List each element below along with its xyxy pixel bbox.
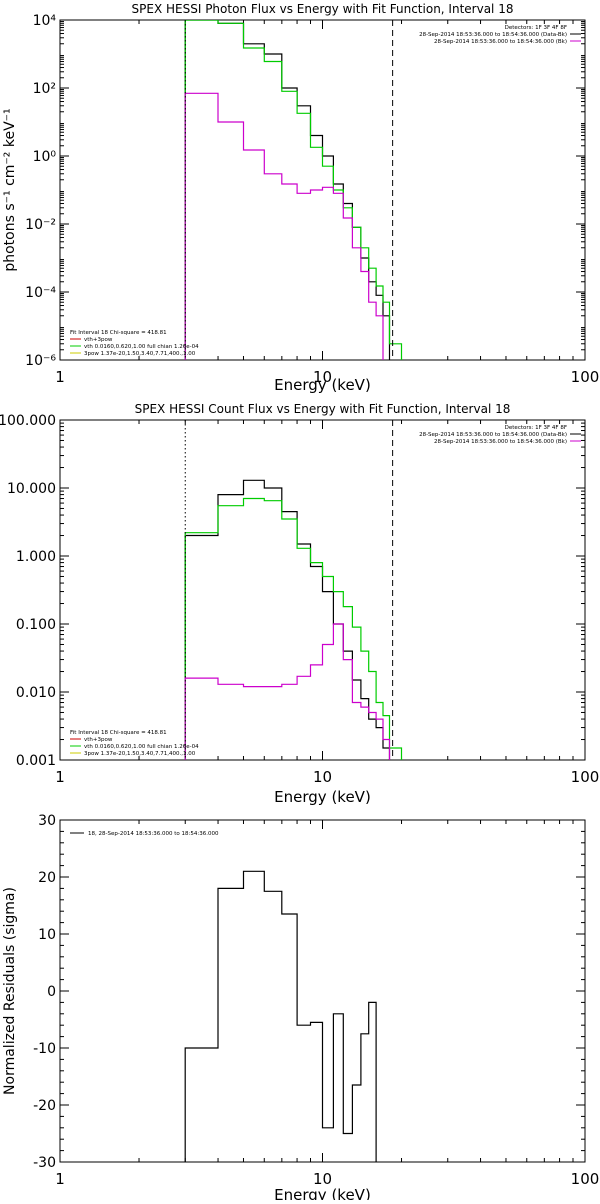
y-tick-label: 10.000	[7, 481, 56, 497]
y-tick-label: 100.000	[0, 413, 56, 429]
x-tick-label: 10	[313, 368, 332, 386]
y-tick-label: 10⁰	[33, 149, 57, 165]
y-tick-label: -30	[33, 1155, 56, 1171]
legend-entry: Fit Interval 18 Chi-square = 418.81	[70, 330, 167, 336]
x-tick-label: 1	[55, 768, 65, 786]
y-axis-label: photons s⁻¹ cm⁻² keV⁻¹	[2, 108, 18, 271]
legend-entry: vth 0.0160,0.620,1.00 full chian 1.26e-0…	[84, 344, 199, 350]
legend-entry: vth 0.0160,0.620,1.00 full chian 1.26e-0…	[84, 744, 199, 750]
legend-entry: 28-Sep-2014 18:53:36.000 to 18:54:36.000…	[434, 439, 567, 445]
series-0-line	[184, 20, 391, 360]
y-tick-label: 0.001	[16, 753, 56, 769]
series-group	[184, 20, 403, 360]
y-tick-label: -20	[33, 1098, 56, 1114]
x-tick-label: 1	[55, 368, 65, 386]
legend-entry: Detectors: 1F 3F 4F 8F	[505, 425, 567, 431]
y-tick-label: 10⁻²	[25, 217, 56, 233]
legend-entry: Detectors: 1F 3F 4F 8F	[505, 25, 567, 31]
series-group	[184, 479, 403, 760]
legend-entry: 18, 28-Sep-2014 18:53:36.000 to 18:54:36…	[88, 831, 219, 837]
series-1-line	[184, 20, 403, 360]
chart-title: SPEX HESSI Count Flux vs Energy with Fit…	[135, 402, 511, 416]
chart-title: SPEX HESSI Photon Flux vs Energy with Fi…	[132, 2, 514, 16]
y-tick-label: 10⁻⁶	[25, 353, 56, 369]
legend-entry: 3pow 1.37e-20,1.50,3.40,7.71,400.,1.00	[84, 751, 196, 757]
y-tick-label: 0.010	[16, 685, 56, 701]
legend-entry: 28-Sep-2014 18:53:36.000 to 18:54:36.000…	[434, 39, 567, 45]
y-tick-label: 0	[47, 984, 56, 1000]
x-tick-label: 10	[313, 1170, 332, 1188]
legend-entry: 3pow 1.37e-20,1.50,3.40,7.71,400.,1.00	[84, 351, 196, 357]
x-tick-label: 100	[571, 768, 600, 786]
series-2-line	[184, 623, 391, 760]
series-1-line	[184, 497, 403, 760]
legend-entry: Fit Interval 18 Chi-square = 418.81	[70, 730, 167, 736]
legend-entry: vth+3pow	[84, 737, 113, 743]
y-tick-label: 10²	[33, 81, 56, 97]
legend-entry: 28-Sep-2014 18:53:36.000 to 18:54:36.000…	[419, 32, 567, 38]
series-0-line	[184, 479, 391, 760]
x-tick-label: 100	[571, 368, 600, 386]
photon-flux-panel: SPEX HESSI Photon Flux vs Energy with Fi…	[2, 2, 599, 394]
series-0-line	[184, 870, 377, 1162]
residuals-panel: Energy (keV) Normalized Residuals (sigma)…	[2, 813, 600, 1204]
x-tick-label: 100	[571, 1170, 600, 1188]
x-axis-label: Energy (keV)	[274, 376, 371, 394]
legend-entry: 28-Sep-2014 18:53:36.000 to 18:54:36.000…	[419, 432, 567, 438]
x-axis-label: Energy (keV)	[274, 788, 371, 806]
y-tick-label: 10⁻⁴	[25, 285, 56, 301]
y-tick-label: 10	[38, 927, 56, 943]
y-tick-label: 10⁴	[33, 13, 57, 29]
count-flux-panel: SPEX HESSI Count Flux vs Energy with Fit…	[0, 402, 599, 806]
x-tick-label: 10	[313, 768, 332, 786]
y-axis-label: Normalized Residuals (sigma)	[2, 887, 18, 1095]
y-tick-label: 1.000	[16, 549, 56, 565]
y-tick-label: -10	[33, 1041, 56, 1057]
x-tick-label: 1	[55, 1170, 65, 1188]
x-axis-label: Energy (keV)	[274, 1186, 371, 1200]
series-2-line	[184, 92, 384, 360]
y-tick-label: 30	[38, 813, 56, 829]
legend-entry: vth+3pow	[84, 337, 113, 343]
y-tick-label: 20	[38, 870, 56, 886]
y-tick-label: 0.100	[16, 617, 56, 633]
series-group	[184, 870, 377, 1162]
